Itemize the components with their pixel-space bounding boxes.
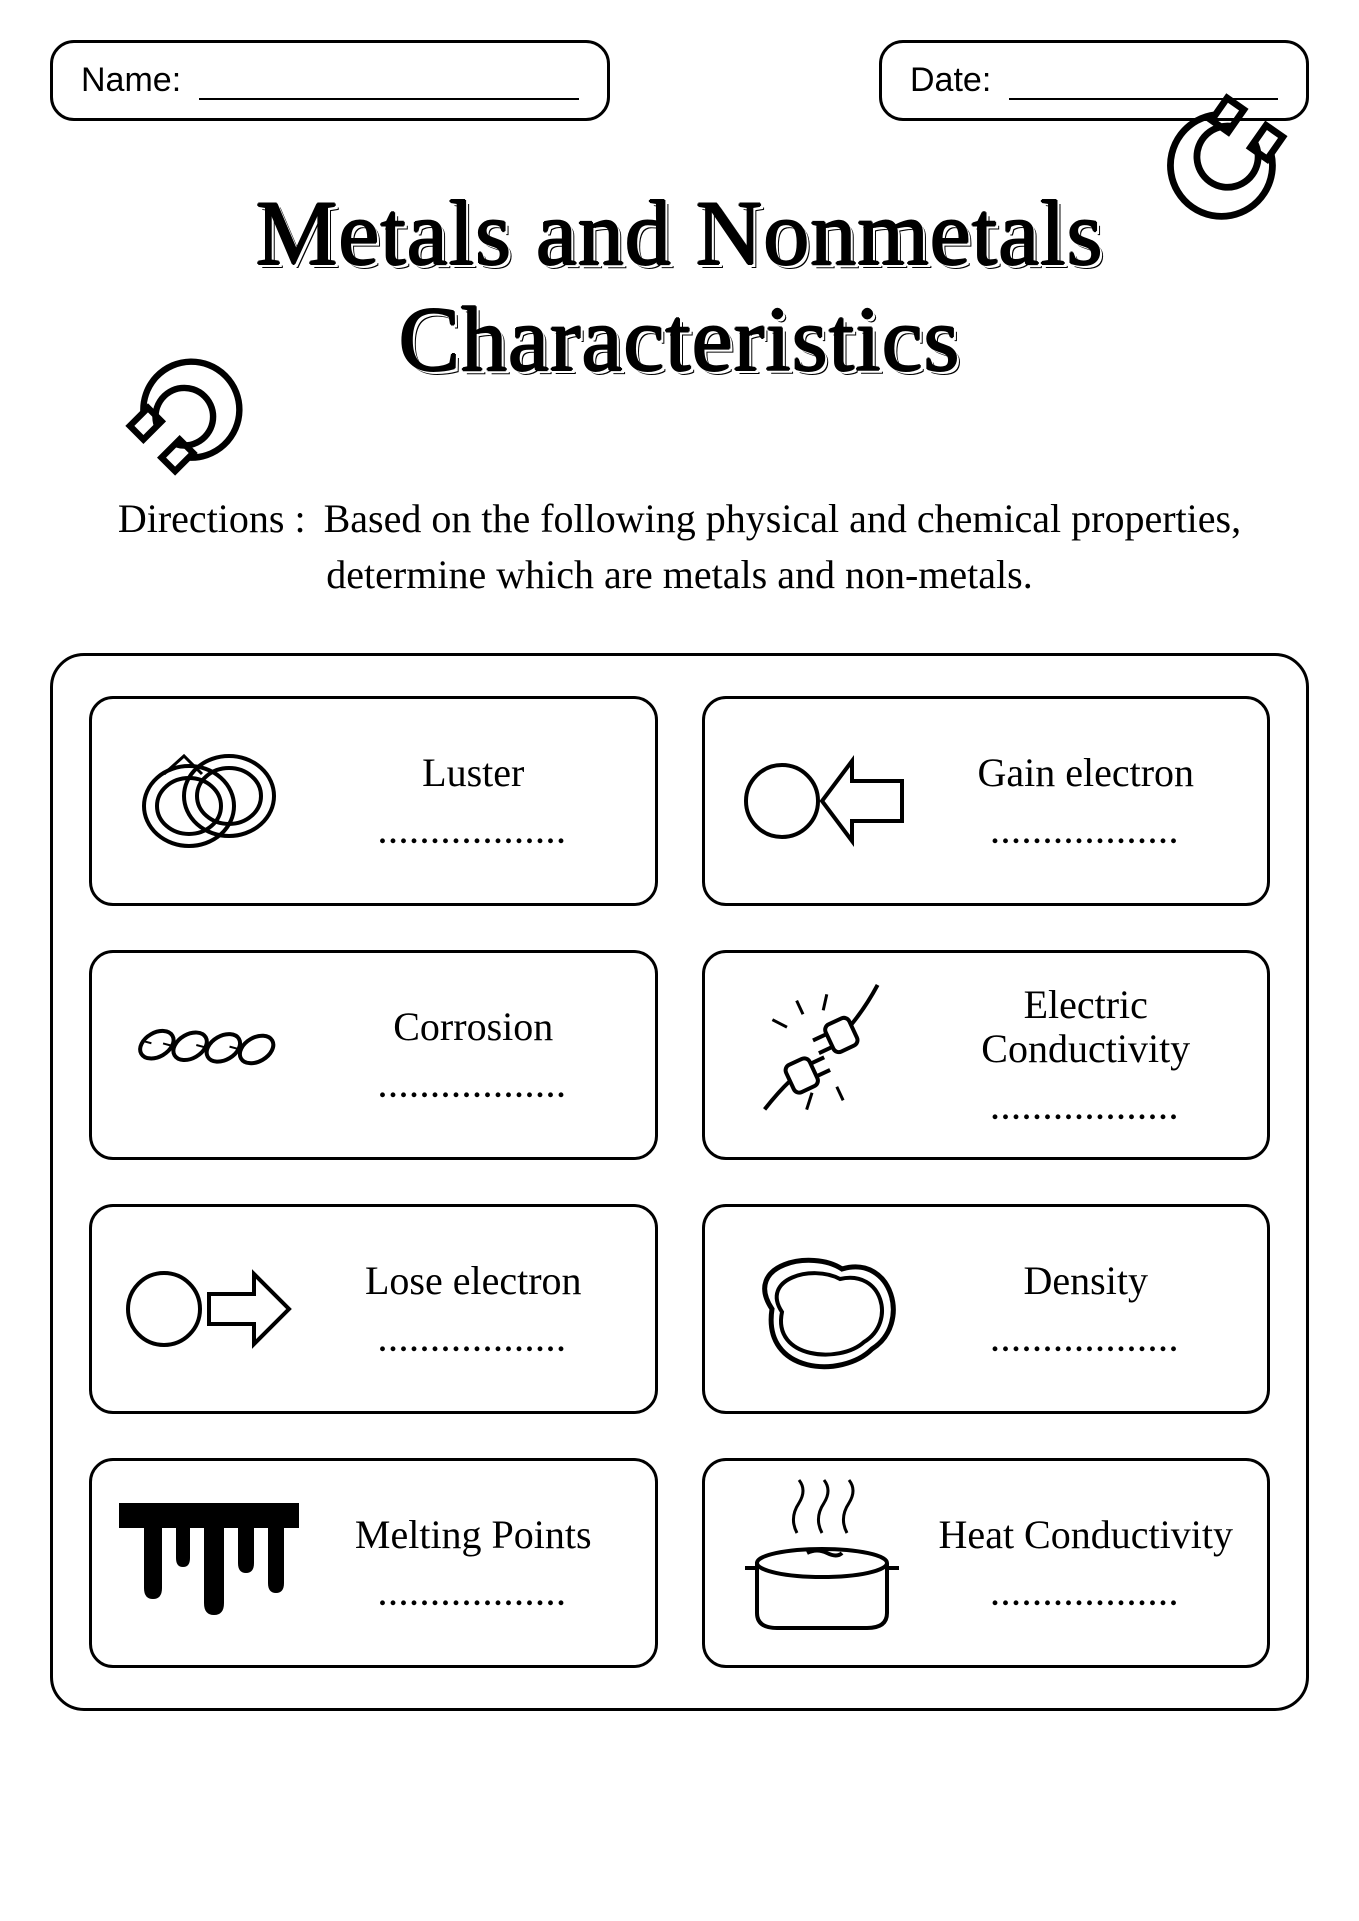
answer-blank[interactable]: .................. bbox=[314, 817, 633, 851]
directions-label: Directions : bbox=[118, 496, 306, 541]
title-wrap: Metals and Nonmetals Characteristics bbox=[50, 181, 1309, 441]
date-label: Date: bbox=[910, 61, 991, 100]
card-label: Lose electron bbox=[314, 1259, 633, 1303]
title-line-1: Metals and Nonmetals bbox=[256, 182, 1104, 284]
answer-blank[interactable]: .................. bbox=[314, 1579, 633, 1613]
name-field[interactable]: Name: bbox=[50, 40, 610, 121]
magnet-icon bbox=[120, 321, 280, 486]
answer-blank[interactable]: .................. bbox=[927, 1325, 1246, 1359]
card-lose-electron: Lose electron .................. bbox=[89, 1204, 658, 1414]
card-gain-electron: Gain electron .................. bbox=[702, 696, 1271, 906]
directions: Directions : Based on the following phys… bbox=[80, 491, 1280, 603]
answer-blank[interactable]: .................. bbox=[314, 1071, 633, 1105]
worksheet-page: Name: Date: Metals and Nonmetals Charact… bbox=[0, 0, 1359, 1921]
name-blank[interactable] bbox=[199, 68, 579, 100]
answer-blank[interactable]: .................. bbox=[927, 1093, 1246, 1127]
drip-icon bbox=[114, 1478, 304, 1648]
card-label: Corrosion bbox=[314, 1005, 633, 1049]
title-line-2: Characteristics bbox=[399, 288, 961, 390]
card-label: Melting Points bbox=[314, 1513, 633, 1557]
gain-electron-icon bbox=[727, 716, 917, 886]
card-corrosion: Corrosion .................. bbox=[89, 950, 658, 1160]
card-label: Electric Conductivity bbox=[927, 983, 1246, 1071]
card-melting-points: Melting Points .................. bbox=[89, 1458, 658, 1668]
card-label: Heat Conductivity bbox=[927, 1513, 1246, 1557]
answer-blank[interactable]: .................. bbox=[314, 1325, 633, 1359]
blob-icon bbox=[727, 1224, 917, 1394]
plugs-icon bbox=[727, 970, 917, 1140]
header-row: Name: Date: bbox=[50, 40, 1309, 121]
card-electric-conductivity: Electric Conductivity .................. bbox=[702, 950, 1271, 1160]
rings-icon bbox=[114, 716, 304, 886]
name-label: Name: bbox=[81, 61, 181, 100]
directions-text: Based on the following physical and chem… bbox=[324, 496, 1242, 597]
chain-icon bbox=[114, 970, 304, 1140]
card-density: Density .................. bbox=[702, 1204, 1271, 1414]
card-luster: Luster .................. bbox=[89, 696, 658, 906]
card-label: Density bbox=[927, 1259, 1246, 1303]
pot-icon bbox=[727, 1478, 917, 1648]
magnet-icon bbox=[1129, 91, 1299, 266]
cards-container: Luster .................. Gain electron bbox=[50, 653, 1309, 1711]
card-label: Gain electron bbox=[927, 751, 1246, 795]
answer-blank[interactable]: .................. bbox=[927, 817, 1246, 851]
card-heat-conductivity: Heat Conductivity .................. bbox=[702, 1458, 1271, 1668]
answer-blank[interactable]: .................. bbox=[927, 1579, 1246, 1613]
lose-electron-icon bbox=[114, 1224, 304, 1394]
card-label: Luster bbox=[314, 751, 633, 795]
cards-grid: Luster .................. Gain electron bbox=[89, 696, 1270, 1668]
